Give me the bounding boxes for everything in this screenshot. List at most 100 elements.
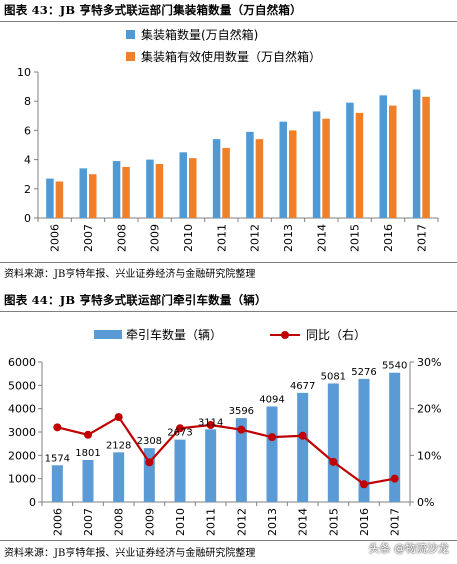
figure2-source: 资料来源：JB亨特年报、兴业证券经济与金融研究院整理 bbox=[4, 548, 256, 559]
x-tick-label: 2009 bbox=[143, 508, 156, 536]
data-label: 3114 bbox=[198, 417, 223, 428]
data-label: 3596 bbox=[229, 406, 254, 417]
data-label: 2308 bbox=[137, 436, 162, 447]
y-tick-label: 2000 bbox=[8, 449, 36, 462]
x-tick-label: 2013 bbox=[266, 508, 279, 536]
yoy-point-2013 bbox=[268, 433, 276, 442]
bar-containers-2010 bbox=[179, 152, 187, 218]
yoy-point-2015 bbox=[329, 457, 338, 466]
y-tick-label: 1000 bbox=[8, 473, 36, 486]
chart2-x-ticks: 2006 2007 2008 2009 2010 2011 2012 2013 2014 2015… bbox=[41, 502, 411, 536]
bar-containers-2009 bbox=[146, 159, 154, 218]
x-tick-label: 2007 bbox=[82, 508, 95, 536]
chart2-axes bbox=[41, 362, 411, 503]
legend-swatch bbox=[126, 52, 135, 61]
y-tick-label: 0 bbox=[29, 496, 36, 509]
data-label: 2673 bbox=[167, 428, 192, 439]
x-tick-label: 2012 bbox=[235, 508, 248, 536]
bar-effective-2007 bbox=[89, 174, 97, 218]
y-tick-label: 0 bbox=[24, 212, 31, 225]
bar-tractors-2006 bbox=[51, 465, 63, 502]
y-tick-label: 3000 bbox=[8, 426, 36, 439]
chart1-legend: 集装箱数量(万自然箱) 集装箱有效使用数量（万自然箱） bbox=[126, 27, 321, 64]
bar-containers-2012 bbox=[246, 131, 254, 218]
legend-label: 集装箱数量(万自然箱) bbox=[141, 27, 258, 42]
x-tick-label: 2017 bbox=[389, 508, 402, 536]
figure1-source: 资料来源：JB亨特年报、兴业证券经济与金融研究院整理 bbox=[4, 269, 256, 280]
figure2-title-rule bbox=[0, 311, 457, 312]
bar-containers-2007 bbox=[79, 168, 87, 218]
y2-tick-label: 0% bbox=[417, 496, 434, 509]
yoy-point-2010 bbox=[176, 424, 184, 433]
data-label: 5540 bbox=[382, 361, 407, 372]
yoy-line bbox=[57, 415, 395, 486]
bar-containers-2008 bbox=[112, 161, 121, 218]
x-tick-label: 2015 bbox=[349, 224, 362, 252]
bar-containers-2015 bbox=[346, 102, 354, 218]
y-tick-label: 4000 bbox=[8, 403, 36, 416]
y2-tick-label: 10% bbox=[417, 449, 441, 462]
chart1-x-ticks: 2006 2007 2008 2009 2010 2011 2012 2013 2014 2015… bbox=[37, 218, 439, 252]
x-tick-label: 2012 bbox=[249, 224, 262, 252]
bar-tractors-2016 bbox=[358, 378, 370, 502]
bar-effective-2008 bbox=[122, 166, 130, 218]
y-tick-label: 10 bbox=[17, 66, 31, 79]
yoy-point-2016 bbox=[360, 480, 368, 489]
bar-effective-2011 bbox=[222, 147, 230, 218]
x-tick-label: 2015 bbox=[327, 508, 340, 536]
bar-tractors-2017 bbox=[389, 372, 401, 502]
yoy-point-2006 bbox=[53, 423, 62, 432]
legend-marker bbox=[281, 331, 289, 339]
chart1: 集装箱数量(万自然箱)集装箱有效使用数量（万自然箱） 2006 2007 2008 2… bbox=[17, 27, 439, 252]
bar-tractors-2010 bbox=[174, 439, 186, 502]
bar-containers-2006 bbox=[46, 178, 54, 218]
bar-effective-2014 bbox=[322, 118, 330, 218]
bar-tractors-2008 bbox=[113, 452, 125, 502]
figure1-title: 图表 43：JB 亨特多式联运部门集装箱数量（万自然箱） bbox=[4, 3, 302, 17]
yoy-point-2009 bbox=[145, 458, 154, 467]
data-label: 5081 bbox=[321, 371, 346, 382]
x-tick-label: 2017 bbox=[415, 224, 428, 252]
bar-effective-2016 bbox=[389, 105, 397, 218]
legend-swatch bbox=[126, 30, 135, 39]
bar-containers-2014 bbox=[312, 111, 321, 218]
y-tick-label: 8 bbox=[24, 95, 31, 108]
bar-containers-2017 bbox=[412, 89, 421, 219]
x-tick-label: 2011 bbox=[215, 224, 228, 252]
watermark: 头条 @物流沙龙 bbox=[368, 542, 450, 555]
bar-effective-2006 bbox=[55, 181, 64, 218]
bar-effective-2017 bbox=[422, 96, 430, 218]
data-label: 4677 bbox=[290, 381, 315, 392]
bar-tractors-2009 bbox=[143, 448, 155, 502]
x-tick-label: 2010 bbox=[174, 508, 187, 536]
y-tick-label: 2 bbox=[24, 183, 31, 196]
chart2-legend: 牵引车数量（辆） 同比（右） bbox=[94, 327, 366, 342]
x-tick-label: 2006 bbox=[49, 224, 62, 252]
y2-tick-label: 20% bbox=[417, 403, 441, 416]
bar-effective-2012 bbox=[255, 139, 264, 218]
x-tick-label: 2010 bbox=[182, 224, 195, 252]
x-tick-label: 2007 bbox=[82, 224, 95, 252]
y-tick-label: 6 bbox=[24, 124, 31, 137]
yoy-point-2014 bbox=[298, 431, 307, 440]
y2-tick-label: 30% bbox=[417, 356, 441, 369]
bar-effective-2013 bbox=[289, 130, 297, 218]
bar-tractors-2012 bbox=[235, 418, 247, 502]
x-tick-label: 2016 bbox=[358, 508, 371, 536]
data-label: 1801 bbox=[75, 448, 100, 459]
chart1-bars bbox=[46, 89, 430, 219]
chart1-axes bbox=[37, 72, 438, 219]
figure2-title: 图表 44：JB 亨特多式联运部门牵引车数量（辆） bbox=[4, 293, 267, 307]
figure1-title-rule bbox=[0, 21, 457, 22]
x-tick-label: 2006 bbox=[51, 508, 64, 536]
yoy-point-2012 bbox=[237, 425, 246, 434]
chart2-y-ticks: 0 1000 2000 3000 4000 5000 6000 bbox=[8, 356, 42, 509]
bar-tractors-2015 bbox=[327, 383, 339, 502]
x-tick-label: 2013 bbox=[282, 224, 295, 252]
x-tick-label: 2014 bbox=[297, 508, 310, 536]
x-tick-label: 2008 bbox=[113, 508, 126, 536]
y-tick-label: 5000 bbox=[8, 379, 36, 392]
x-tick-label: 2016 bbox=[382, 224, 395, 252]
chart2-y2-ticks: 0% 10% 20% 30% bbox=[410, 356, 441, 509]
bar-tractors-2011 bbox=[205, 429, 217, 502]
